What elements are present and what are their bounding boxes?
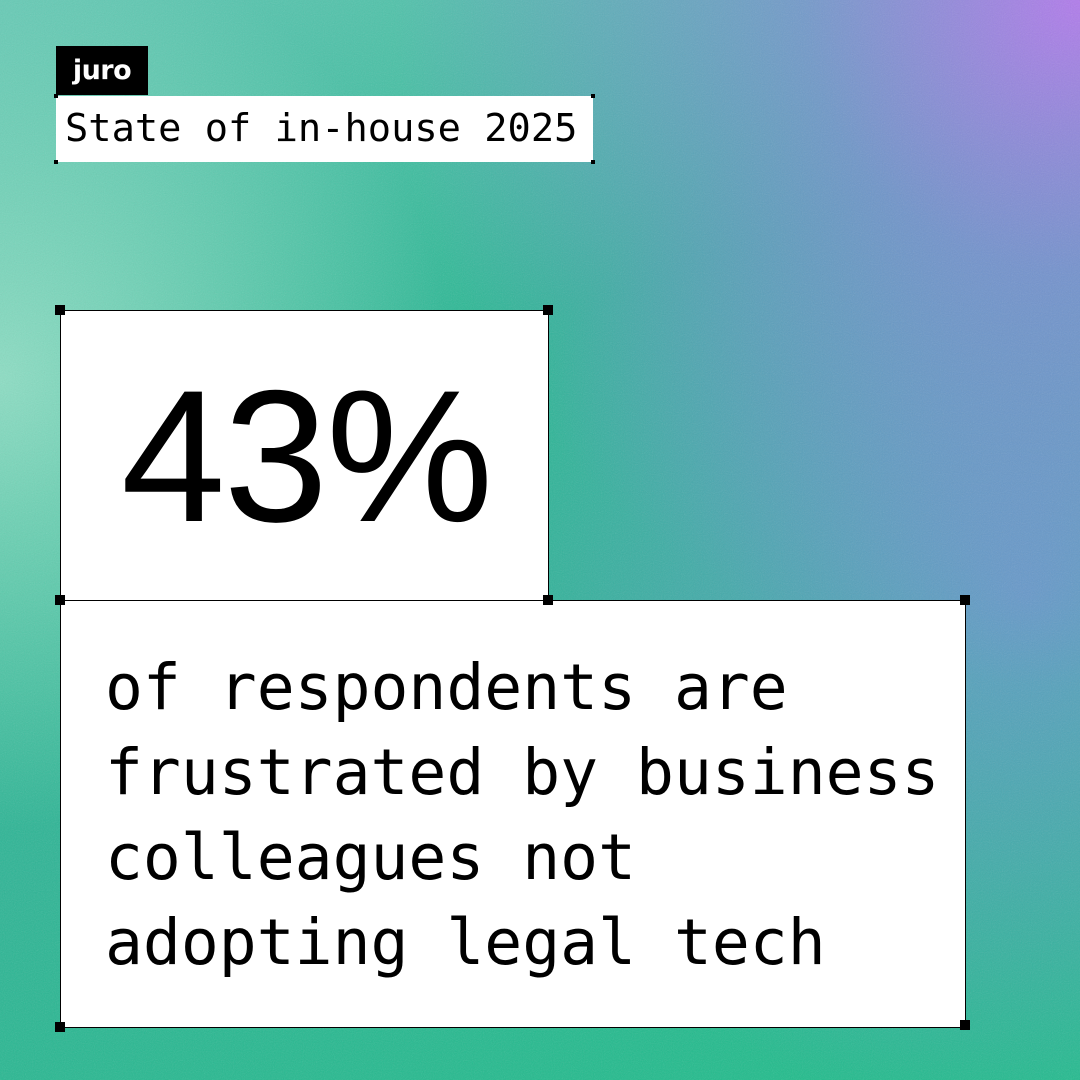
description-box: of respondents are frustrated by business… xyxy=(60,600,966,1028)
handle xyxy=(54,160,58,164)
description-line: of respondents are xyxy=(105,651,788,724)
handle xyxy=(591,160,595,164)
handle xyxy=(55,305,65,315)
handle xyxy=(55,1022,65,1032)
report-title-box: State of in-house 2025 xyxy=(54,94,595,164)
handle xyxy=(55,595,65,605)
handle xyxy=(591,94,595,98)
handle xyxy=(960,595,970,605)
handle xyxy=(960,1020,970,1030)
description-line: adopting legal tech xyxy=(105,906,826,979)
description-line: colleagues not xyxy=(105,821,637,894)
stat-value: 43% xyxy=(121,351,493,561)
description-line: frustrated by business xyxy=(105,736,940,809)
handle xyxy=(543,595,553,605)
logo: juro xyxy=(56,46,148,95)
stat-box: 43% xyxy=(60,310,549,601)
handle xyxy=(54,94,58,98)
report-title: State of in-house 2025 xyxy=(65,106,578,151)
handle xyxy=(543,305,553,315)
